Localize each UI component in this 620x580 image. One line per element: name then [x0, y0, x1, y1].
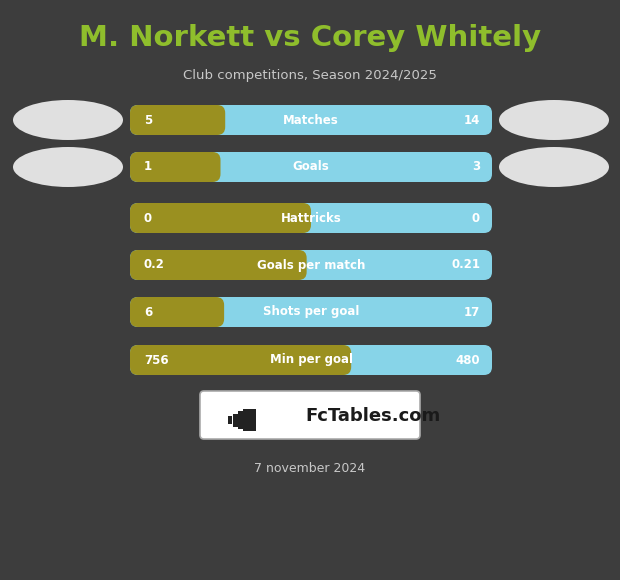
- Ellipse shape: [499, 147, 609, 187]
- Text: Min per goal: Min per goal: [270, 353, 353, 367]
- Text: Goals: Goals: [293, 161, 329, 173]
- FancyBboxPatch shape: [130, 105, 225, 135]
- FancyBboxPatch shape: [200, 391, 420, 439]
- Text: 17: 17: [464, 306, 480, 318]
- Text: M. Norkett vs Corey Whitely: M. Norkett vs Corey Whitely: [79, 24, 541, 52]
- Text: 0.2: 0.2: [144, 259, 165, 271]
- FancyBboxPatch shape: [130, 345, 351, 375]
- Text: 480: 480: [455, 353, 480, 367]
- FancyBboxPatch shape: [130, 297, 224, 327]
- FancyBboxPatch shape: [130, 345, 492, 375]
- FancyBboxPatch shape: [228, 416, 232, 424]
- FancyBboxPatch shape: [130, 250, 492, 280]
- Ellipse shape: [13, 147, 123, 187]
- Text: Club competitions, Season 2024/2025: Club competitions, Season 2024/2025: [183, 70, 437, 82]
- Text: Hattricks: Hattricks: [281, 212, 342, 224]
- FancyBboxPatch shape: [130, 203, 311, 233]
- Text: Matches: Matches: [283, 114, 339, 126]
- Text: 756: 756: [144, 353, 169, 367]
- FancyBboxPatch shape: [238, 411, 248, 429]
- Text: Shots per goal: Shots per goal: [263, 306, 359, 318]
- Text: 0: 0: [144, 212, 152, 224]
- Text: 7 november 2024: 7 november 2024: [254, 462, 366, 474]
- FancyBboxPatch shape: [130, 105, 492, 135]
- Text: 5: 5: [144, 114, 153, 126]
- Ellipse shape: [499, 100, 609, 140]
- Text: 6: 6: [144, 306, 153, 318]
- FancyBboxPatch shape: [130, 152, 492, 182]
- Text: 3: 3: [472, 161, 480, 173]
- FancyBboxPatch shape: [130, 152, 221, 182]
- Text: FcTables.com: FcTables.com: [305, 407, 440, 425]
- Text: 14: 14: [464, 114, 480, 126]
- Ellipse shape: [13, 100, 123, 140]
- FancyBboxPatch shape: [243, 409, 256, 431]
- Text: 0.21: 0.21: [451, 259, 480, 271]
- FancyBboxPatch shape: [130, 203, 492, 233]
- Text: 1: 1: [144, 161, 152, 173]
- Text: Goals per match: Goals per match: [257, 259, 365, 271]
- FancyBboxPatch shape: [130, 250, 307, 280]
- FancyBboxPatch shape: [130, 297, 492, 327]
- Text: 0: 0: [472, 212, 480, 224]
- FancyBboxPatch shape: [233, 414, 240, 426]
